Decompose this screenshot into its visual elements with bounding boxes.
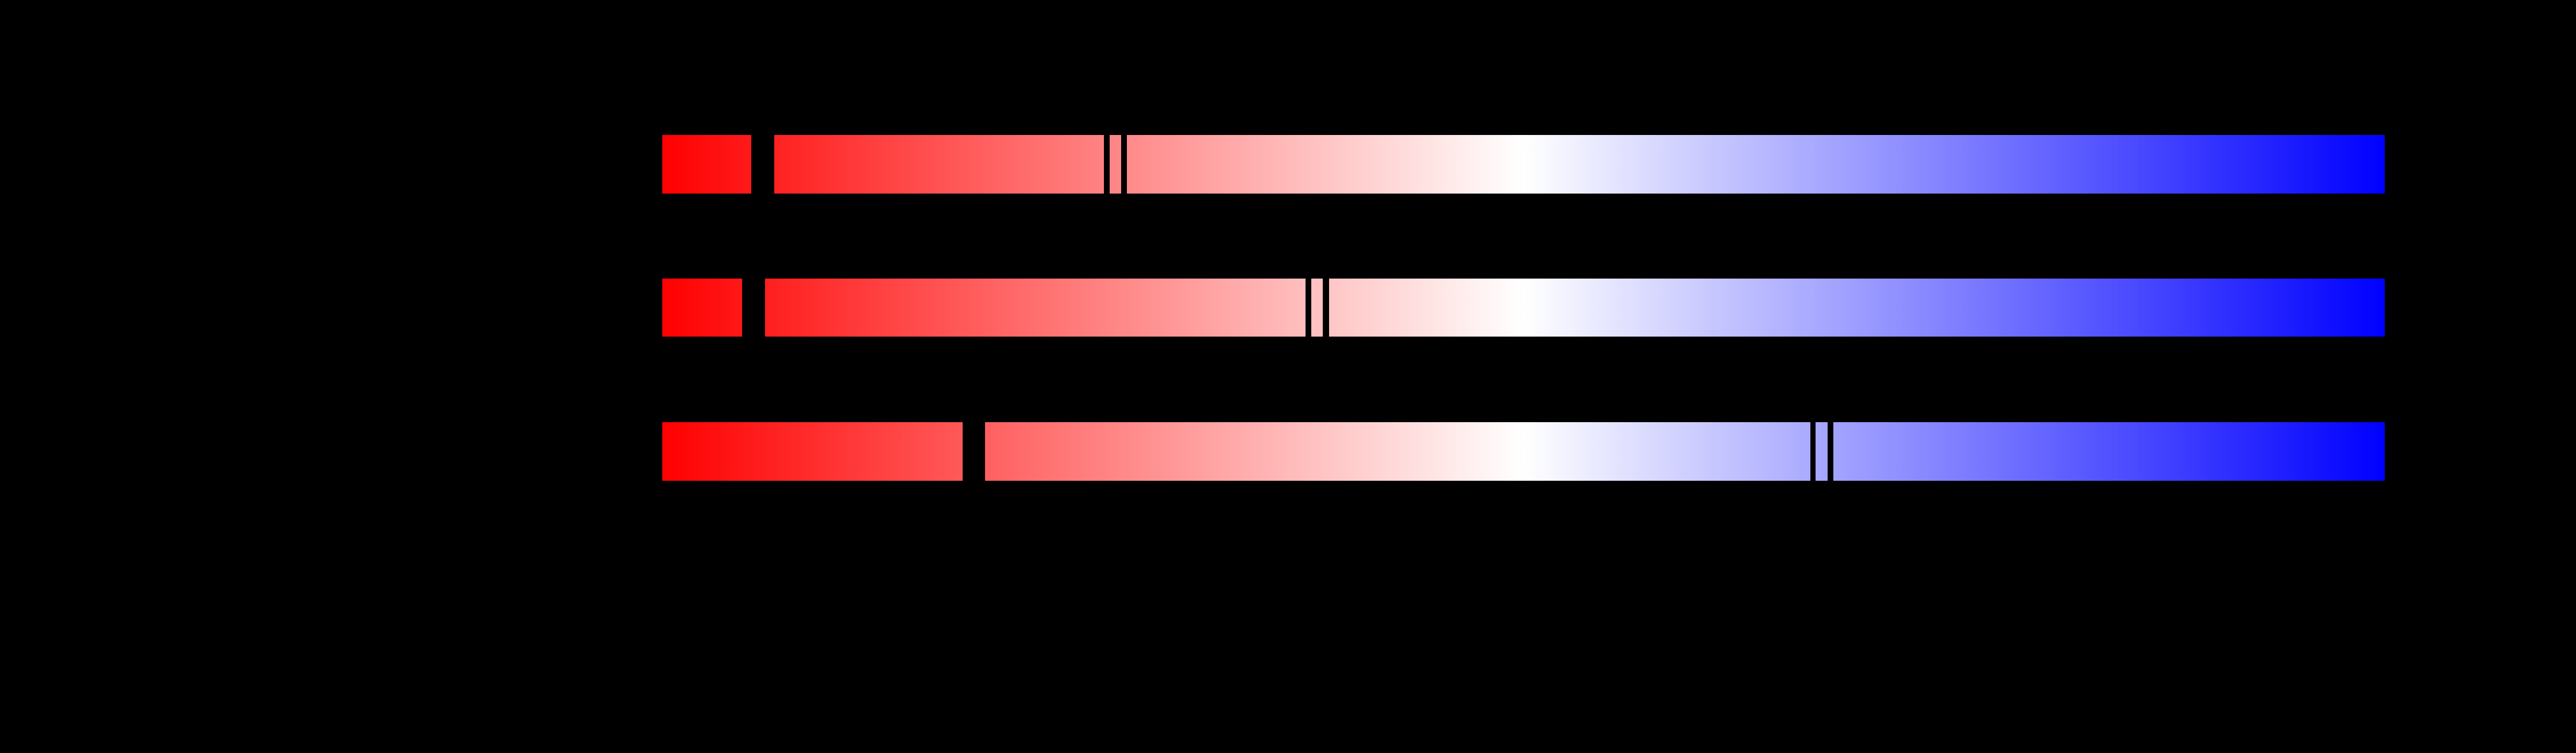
- segment-gap-separator: [742, 279, 765, 337]
- segment-gap-separator: [963, 422, 985, 481]
- event-tick-marker: [1828, 422, 1833, 481]
- gradient-bar-row-3: [662, 422, 2385, 481]
- event-tick-marker: [1323, 279, 1329, 337]
- event-tick-marker: [1104, 135, 1110, 194]
- gradient-bar-row-2: [662, 279, 2385, 337]
- segment-gap-separator: [751, 135, 774, 194]
- event-tick-marker: [1306, 279, 1311, 337]
- gradient-bar-row-1: [662, 135, 2385, 194]
- event-tick-marker: [1121, 135, 1127, 194]
- event-tick-marker: [1810, 422, 1816, 481]
